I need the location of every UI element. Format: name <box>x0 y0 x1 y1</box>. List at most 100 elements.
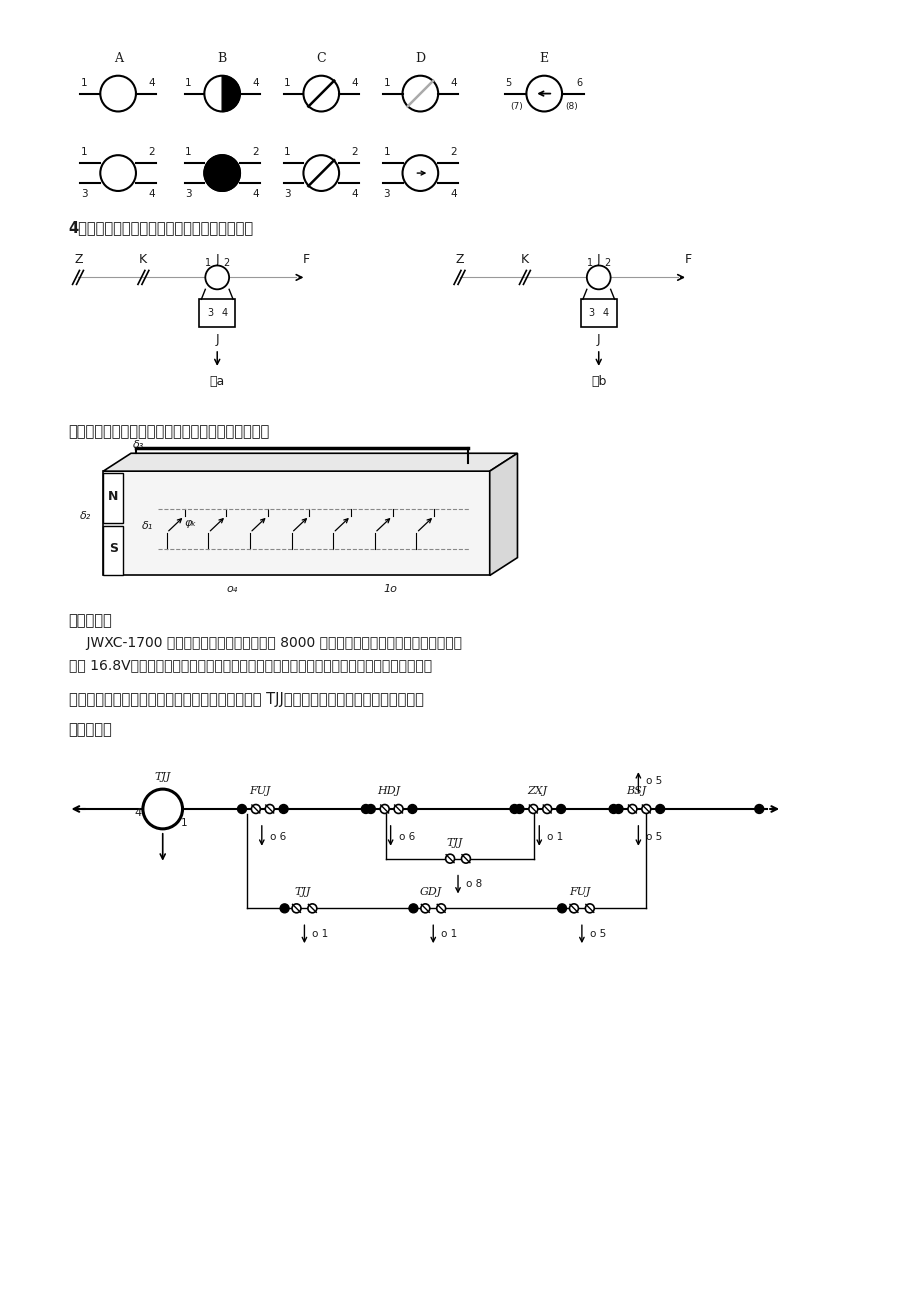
Text: K: K <box>520 253 528 266</box>
Text: 4: 4 <box>221 309 227 318</box>
Text: 3: 3 <box>383 189 390 199</box>
Circle shape <box>557 904 566 913</box>
Circle shape <box>204 155 240 191</box>
Text: 大于 16.8V，请计算其串联使用的工作安匝，以及单独使用、并联使用的工作电压各为多少？: 大于 16.8V，请计算其串联使用的工作安匝，以及单独使用、并联使用的工作电压各… <box>69 658 431 672</box>
Text: F: F <box>302 253 310 266</box>
Circle shape <box>409 904 417 913</box>
Text: GDJ: GDJ <box>420 888 442 897</box>
Text: 五、偏极继电器的磁路如图所示，请说明其工作原理: 五、偏极继电器的磁路如图所示，请说明其工作原理 <box>69 424 269 439</box>
Circle shape <box>420 904 429 913</box>
Bar <box>103 473 123 523</box>
Text: (8): (8) <box>565 102 578 111</box>
Circle shape <box>556 805 565 814</box>
Circle shape <box>366 805 375 814</box>
Text: o 1: o 1 <box>312 930 328 939</box>
Text: φₖ: φₖ <box>184 518 197 527</box>
Circle shape <box>528 805 538 814</box>
Text: 1: 1 <box>185 78 191 87</box>
Text: o 6: o 6 <box>269 832 286 842</box>
Text: 4: 4 <box>253 78 259 87</box>
Circle shape <box>237 805 246 814</box>
Text: 1: 1 <box>205 258 211 267</box>
Circle shape <box>280 904 289 913</box>
Polygon shape <box>489 453 516 575</box>
Text: JWXC-1700 型继电器，它的前后线圈均为 8000 匝，两个线圈串联使用时，工作电压不: JWXC-1700 型继电器，它的前后线圈均为 8000 匝，两个线圈串联使用时… <box>69 637 461 650</box>
Text: 4: 4 <box>450 78 457 87</box>
Text: 6: 6 <box>576 78 583 87</box>
Bar <box>199 299 234 327</box>
Text: J: J <box>596 253 600 266</box>
Text: 4．分析下图所示电路对继电器时间特性的影响: 4．分析下图所示电路对继电器时间特性的影响 <box>69 220 254 236</box>
Text: o 5: o 5 <box>589 930 606 939</box>
Text: 2: 2 <box>450 147 457 158</box>
Text: 1: 1 <box>185 147 191 158</box>
Circle shape <box>608 805 618 814</box>
Text: 2: 2 <box>253 147 259 158</box>
Text: B: B <box>217 52 227 65</box>
Text: A: A <box>114 52 122 65</box>
Circle shape <box>142 789 182 829</box>
Circle shape <box>407 805 416 814</box>
Circle shape <box>586 266 610 289</box>
Circle shape <box>437 904 445 913</box>
Text: Z: Z <box>455 253 464 266</box>
Text: 1: 1 <box>81 78 87 87</box>
Circle shape <box>380 805 389 814</box>
Polygon shape <box>103 453 516 471</box>
Text: 六、计算题: 六、计算题 <box>69 613 112 628</box>
Text: 闭电路路径: 闭电路路径 <box>69 723 112 737</box>
Text: 图a: 图a <box>210 375 224 388</box>
Text: o 6: o 6 <box>398 832 414 842</box>
Text: 1: 1 <box>284 78 290 87</box>
Text: HDJ: HDJ <box>377 786 400 796</box>
Text: 1: 1 <box>81 147 87 158</box>
Text: 5: 5 <box>505 78 511 87</box>
Text: J: J <box>215 332 219 345</box>
Circle shape <box>655 805 664 814</box>
Text: 4: 4 <box>602 309 608 318</box>
Text: TJJ: TJJ <box>447 837 463 848</box>
Text: 4: 4 <box>351 189 357 199</box>
Text: 2: 2 <box>222 258 229 267</box>
Bar <box>103 526 123 575</box>
Text: 3: 3 <box>588 309 595 318</box>
Circle shape <box>542 805 551 814</box>
Text: 1: 1 <box>181 818 187 828</box>
Circle shape <box>641 805 650 814</box>
Circle shape <box>291 904 301 913</box>
Text: o 8: o 8 <box>465 879 482 889</box>
Text: 4: 4 <box>148 189 155 199</box>
Circle shape <box>445 854 454 863</box>
Text: 4: 4 <box>148 78 155 87</box>
Circle shape <box>569 904 578 913</box>
Text: 2: 2 <box>351 147 357 158</box>
Text: 图b: 图b <box>590 375 606 388</box>
Circle shape <box>278 805 288 814</box>
Text: 1: 1 <box>383 78 390 87</box>
Text: E: E <box>539 52 549 65</box>
Text: S: S <box>108 542 118 555</box>
Text: 1: 1 <box>284 147 290 158</box>
Text: 1o: 1o <box>383 585 397 595</box>
Text: o₄: o₄ <box>226 585 237 595</box>
Text: 3: 3 <box>185 189 191 199</box>
Text: 1: 1 <box>383 147 390 158</box>
Text: TJJ: TJJ <box>294 888 311 897</box>
Text: o 5: o 5 <box>645 776 662 786</box>
Text: C: C <box>316 52 325 65</box>
Text: BSJ: BSJ <box>626 786 646 796</box>
Text: (7): (7) <box>509 102 522 111</box>
Circle shape <box>613 805 622 814</box>
Text: 七、参照如图所示继电器电路，用接通公式法写出 TJJ（同意接车继电器）的励磁电路及自: 七、参照如图所示继电器电路，用接通公式法写出 TJJ（同意接车继电器）的励磁电路… <box>69 693 423 707</box>
Text: δ₂: δ₂ <box>80 510 91 521</box>
Text: 4: 4 <box>450 189 457 199</box>
Circle shape <box>515 805 523 814</box>
Circle shape <box>393 805 403 814</box>
Text: 3: 3 <box>81 189 87 199</box>
Text: FUJ: FUJ <box>249 786 270 796</box>
Circle shape <box>754 805 763 814</box>
Text: 1: 1 <box>586 258 592 267</box>
Text: 2: 2 <box>604 258 610 267</box>
Text: ZXJ: ZXJ <box>527 786 547 796</box>
Text: 4: 4 <box>253 189 259 199</box>
